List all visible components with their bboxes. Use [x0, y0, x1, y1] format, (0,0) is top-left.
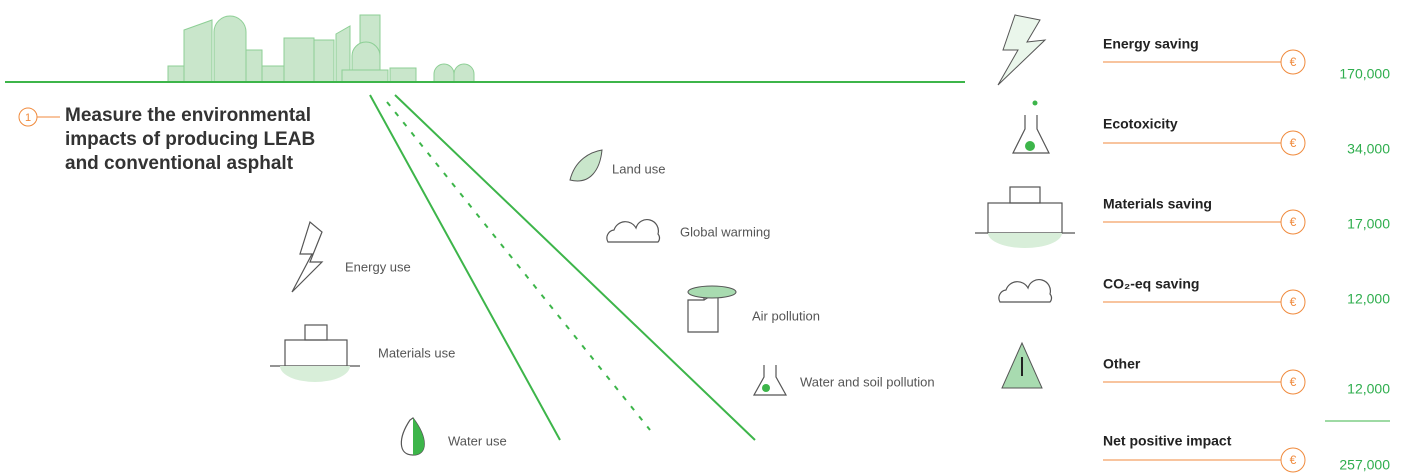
impact-label: Air pollution — [752, 308, 820, 323]
road — [370, 95, 755, 440]
saving-label: Net positive impact — [1103, 433, 1232, 449]
impact-label: Water and soil pollution — [800, 374, 935, 389]
currency: € — [1290, 453, 1297, 467]
impact-label: Energy use — [345, 259, 411, 274]
saving-label: Energy saving — [1103, 36, 1199, 52]
currency: € — [1290, 215, 1297, 229]
saving-label: Other — [1103, 356, 1141, 372]
currency: € — [1290, 55, 1297, 69]
currency: € — [1290, 375, 1297, 389]
saving-value: 257,000 — [1339, 457, 1390, 473]
step-title: impacts of producing LEAB — [65, 129, 315, 150]
saving-value: 12,000 — [1347, 291, 1390, 307]
currency: € — [1290, 295, 1297, 309]
impact-label: Water use — [448, 433, 507, 448]
saving-value: 170,000 — [1339, 66, 1390, 82]
skyline — [168, 15, 474, 82]
saving-label: Materials saving — [1103, 196, 1212, 212]
impact-label: Global warming — [680, 224, 770, 239]
saving-value: 34,000 — [1347, 141, 1390, 157]
impact-label: Materials use — [378, 345, 455, 360]
impact-label: Land use — [612, 161, 666, 176]
saving-icons — [975, 15, 1075, 388]
saving-label: Ecotoxicity — [1103, 116, 1178, 132]
step-title: and conventional asphalt — [65, 153, 294, 174]
saving-value: 12,000 — [1347, 381, 1390, 397]
infographic: 1 Measure the environmental impacts of p… — [0, 0, 1420, 475]
step-number: 1 — [25, 112, 31, 124]
saving-value: 17,000 — [1347, 216, 1390, 232]
saving-label: CO₂-eq saving — [1103, 276, 1199, 292]
impact-icons — [270, 150, 786, 455]
step-title: Measure the environmental — [65, 105, 311, 126]
currency: € — [1290, 136, 1297, 150]
